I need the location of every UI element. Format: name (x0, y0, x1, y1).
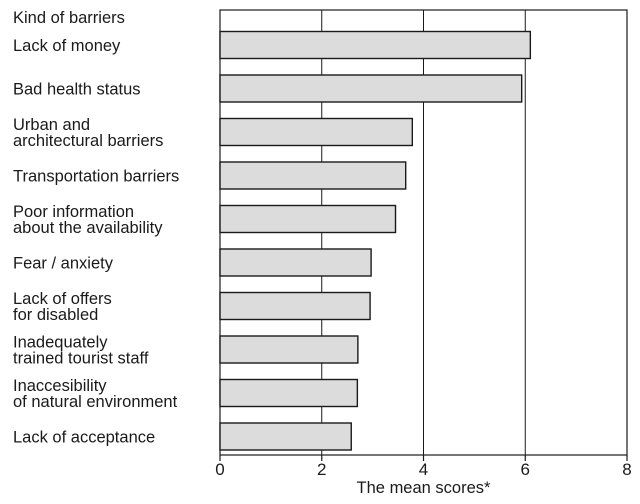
bar (219, 378, 359, 408)
bar (219, 161, 407, 190)
x-tick-label: 8 (622, 460, 631, 479)
bar (219, 291, 371, 321)
x-tick-label: 0 (215, 460, 224, 479)
category-label: trained tourist staff (13, 350, 149, 368)
bar (219, 335, 359, 364)
category-label: Poor information (13, 203, 134, 221)
category-label: about the availability (13, 219, 163, 237)
bar (219, 74, 523, 103)
category-label: Fear / anxiety (13, 255, 114, 273)
bars (219, 30, 532, 451)
x-tick-label: 4 (419, 460, 428, 479)
category-label: Lack of offers (13, 290, 112, 308)
bar (219, 248, 372, 277)
category-label: of natural environment (13, 393, 178, 411)
x-tick-label: 6 (521, 460, 530, 479)
category-label: Lack of acceptance (13, 429, 155, 447)
category-label: Inadequately (13, 334, 108, 352)
bar (219, 204, 397, 234)
category-label: Inaccesibility (13, 377, 107, 395)
x-axis-ticks: 0 2 4 6 8 (215, 455, 632, 479)
category-column-header: Kind of barriers (13, 9, 125, 27)
category-label: architectural barriers (13, 132, 163, 150)
bar (219, 117, 414, 147)
category-label: Bad health status (13, 81, 141, 99)
x-tick-label: 2 (317, 460, 326, 479)
x-axis-title: The mean scores* (357, 479, 491, 497)
category-label: for disabled (13, 306, 98, 324)
bar (219, 30, 532, 60)
category-label: Transportation barriers (13, 168, 179, 186)
category-label: Lack of money (13, 37, 121, 55)
category-label: Urban and (13, 116, 90, 134)
bar (219, 422, 352, 451)
